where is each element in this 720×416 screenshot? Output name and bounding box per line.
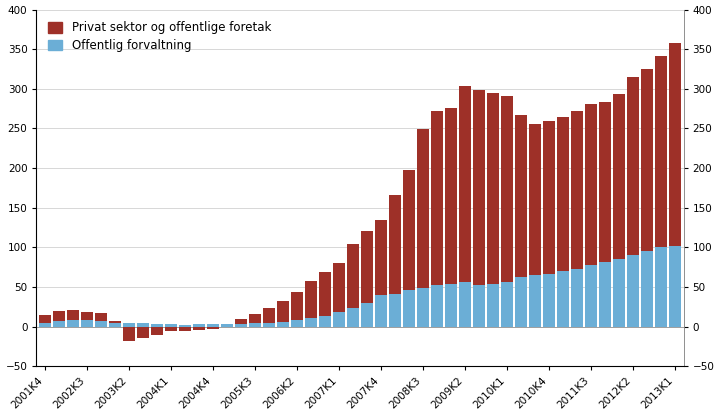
Bar <box>305 318 317 327</box>
Bar <box>445 284 457 327</box>
Bar <box>53 321 65 327</box>
Bar <box>361 231 373 303</box>
Bar <box>571 111 583 269</box>
Bar <box>459 87 471 282</box>
Bar <box>249 314 261 323</box>
Bar <box>39 315 51 323</box>
Bar <box>193 324 205 330</box>
Bar <box>627 77 639 255</box>
Bar <box>599 102 611 262</box>
Bar <box>291 292 303 320</box>
Bar <box>501 96 513 282</box>
Bar <box>333 312 345 327</box>
Bar <box>417 288 429 327</box>
Bar <box>347 244 359 308</box>
Bar <box>403 290 415 327</box>
Bar <box>137 323 149 339</box>
Bar <box>571 269 583 327</box>
Bar <box>249 323 261 327</box>
Bar <box>613 259 625 327</box>
Bar <box>67 320 78 327</box>
Bar <box>585 265 597 327</box>
Bar <box>473 90 485 285</box>
Bar <box>151 324 163 335</box>
Bar <box>277 301 289 322</box>
Bar <box>291 320 303 327</box>
Bar <box>642 69 653 250</box>
Bar <box>263 308 275 323</box>
Bar <box>179 325 191 331</box>
Bar <box>529 275 541 327</box>
Bar <box>81 320 93 327</box>
Bar <box>165 324 177 327</box>
Bar <box>642 250 653 327</box>
Bar <box>221 324 233 325</box>
Bar <box>221 324 233 327</box>
Bar <box>95 321 107 327</box>
Bar <box>319 316 331 327</box>
Bar <box>375 295 387 327</box>
Bar <box>39 323 51 327</box>
Bar <box>137 323 149 327</box>
Bar <box>319 272 331 316</box>
Bar <box>557 271 569 327</box>
Bar <box>67 310 78 320</box>
Bar <box>347 308 359 327</box>
Bar <box>613 94 625 259</box>
Bar <box>305 282 317 318</box>
Bar <box>389 195 401 294</box>
Bar <box>235 324 247 327</box>
Bar <box>543 273 555 327</box>
Bar <box>389 294 401 327</box>
Bar <box>669 43 681 246</box>
Bar <box>403 171 415 290</box>
Bar <box>487 93 499 284</box>
Bar <box>501 282 513 327</box>
Bar <box>263 323 275 327</box>
Bar <box>431 285 443 327</box>
Legend: Privat sektor og offentlige foretak, Offentlig forvaltning: Privat sektor og offentlige foretak, Off… <box>42 15 277 58</box>
Bar <box>473 285 485 327</box>
Bar <box>123 323 135 327</box>
Bar <box>361 303 373 327</box>
Bar <box>487 284 499 327</box>
Bar <box>585 104 597 265</box>
Bar <box>95 313 107 321</box>
Bar <box>417 129 429 288</box>
Bar <box>375 220 387 295</box>
Bar <box>333 263 345 312</box>
Bar <box>459 282 471 327</box>
Bar <box>431 111 443 285</box>
Bar <box>179 325 191 327</box>
Bar <box>123 323 135 341</box>
Bar <box>151 324 163 327</box>
Bar <box>207 324 219 327</box>
Bar <box>557 117 569 271</box>
Bar <box>109 321 121 323</box>
Bar <box>445 108 457 284</box>
Bar <box>193 324 205 327</box>
Bar <box>655 56 667 247</box>
Bar <box>669 246 681 327</box>
Bar <box>207 324 219 329</box>
Bar <box>515 115 527 277</box>
Bar <box>53 311 65 321</box>
Bar <box>109 323 121 327</box>
Bar <box>81 312 93 320</box>
Bar <box>515 277 527 327</box>
Bar <box>543 121 555 273</box>
Bar <box>277 322 289 327</box>
Bar <box>599 262 611 327</box>
Bar <box>235 319 247 324</box>
Bar <box>655 247 667 327</box>
Bar <box>529 124 541 275</box>
Bar <box>627 255 639 327</box>
Bar <box>165 324 177 332</box>
